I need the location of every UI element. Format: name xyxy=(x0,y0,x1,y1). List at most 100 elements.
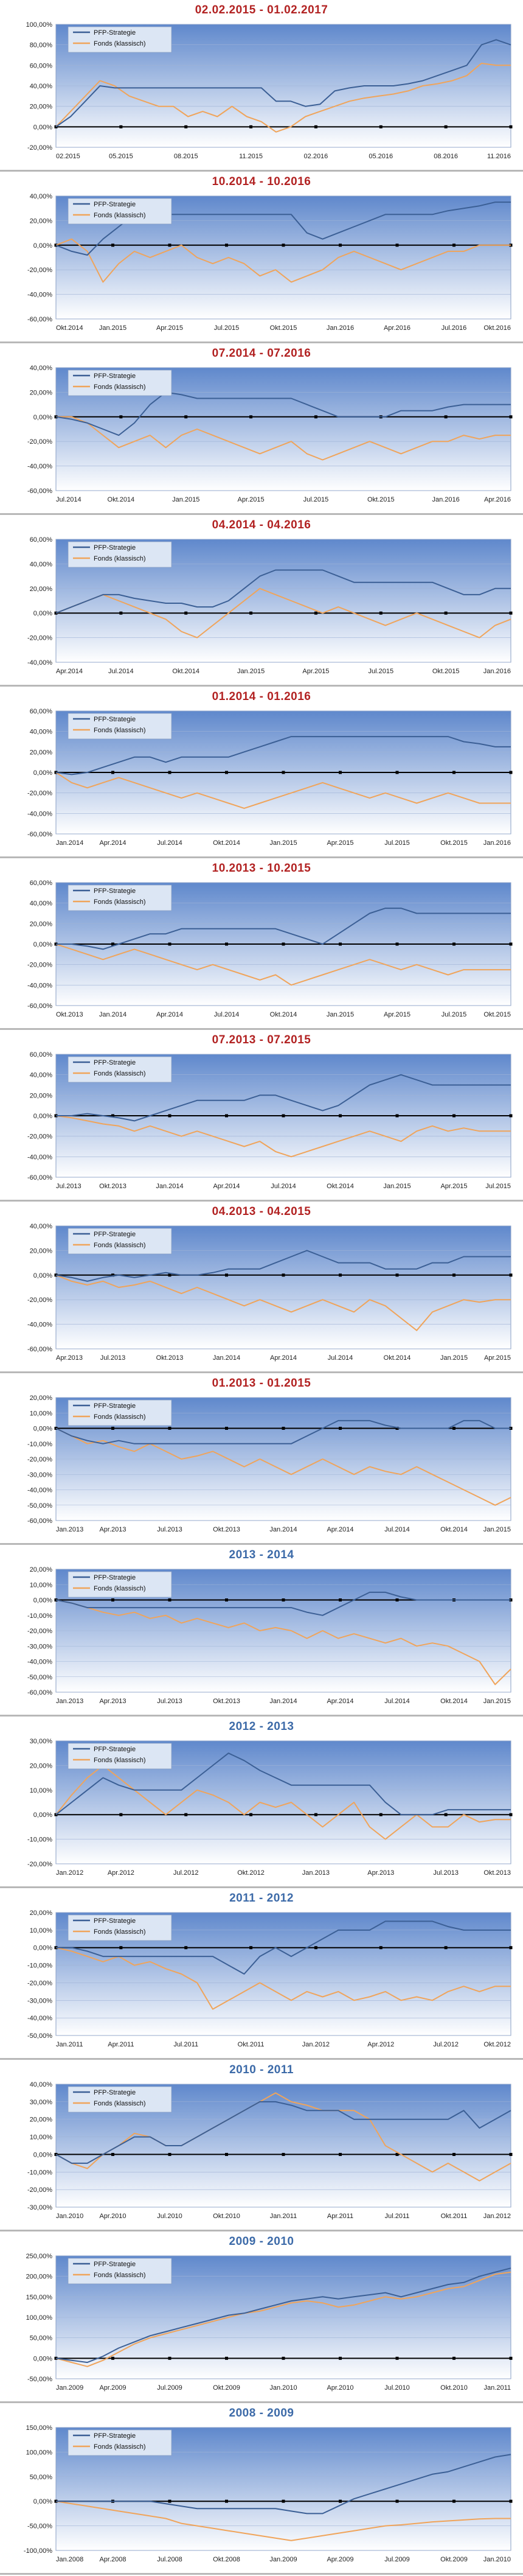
x-tick-label: 08.2015 xyxy=(174,153,198,160)
y-tick-label: -60,00% xyxy=(27,316,52,323)
zero-line-marker xyxy=(339,1427,342,1430)
x-tick-label: Jan.2016 xyxy=(483,668,511,675)
y-tick-label: 0,00% xyxy=(33,941,52,948)
chart-title: 2013 - 2014 xyxy=(229,1549,294,1561)
y-tick-label: 100,00% xyxy=(26,2449,53,2456)
legend-box xyxy=(68,26,172,53)
x-tick-label: Jan.2015 xyxy=(237,668,265,675)
series-line-pfp-strategie xyxy=(55,391,511,436)
legend-label-fund: Fonds (klassisch) xyxy=(94,555,146,562)
y-tick-label: 20,00% xyxy=(30,1092,53,1099)
y-tick-label: -60,00% xyxy=(27,488,52,495)
legend-label-fund: Fonds (klassisch) xyxy=(94,212,146,219)
y-tick-label: 0,00% xyxy=(33,2151,52,2158)
zero-line-marker xyxy=(444,415,448,419)
zero-line-marker xyxy=(452,243,455,247)
zero-line-marker xyxy=(339,1114,342,1118)
y-tick-label: -60,00% xyxy=(27,1003,52,1010)
x-tick-label: Jan.2009 xyxy=(56,2384,83,2392)
y-tick-label: 0,00% xyxy=(33,242,52,250)
zero-line-marker xyxy=(379,1813,383,1816)
y-tick-label: 20,00% xyxy=(30,1395,53,1402)
y-tick-label: 40,00% xyxy=(30,83,53,90)
x-tick-label: Jan.2016 xyxy=(327,324,354,332)
x-tick-label: Okt.2014 xyxy=(384,1354,411,1362)
x-tick-label: Jan.2015 xyxy=(269,839,297,847)
legend: PFP-Strategie Fonds (klassisch) xyxy=(68,2429,172,2456)
zero-line-marker xyxy=(168,942,171,946)
y-tick-label: 20,00% xyxy=(30,1909,53,1917)
zero-line-marker xyxy=(509,2152,513,2156)
y-tick-label: -50,00% xyxy=(27,1674,52,1681)
x-tick-label: 02.2015 xyxy=(56,153,80,160)
zero-line-marker xyxy=(339,2499,342,2503)
series-line-pfp-strategie xyxy=(55,1591,511,1616)
zero-line-marker xyxy=(111,1427,114,1430)
legend-box xyxy=(68,2086,172,2113)
x-tick-label: Jan.2015 xyxy=(99,324,126,332)
x-tick-label: Okt.2008 xyxy=(213,2556,240,2563)
line-chart: 60,00% 40,00% 20,00% 0,00% -20,00% -40,00% -60… xyxy=(27,1051,513,1190)
y-tick-label: -20,00% xyxy=(27,1861,52,1868)
zero-line-marker xyxy=(225,1273,228,1277)
zero-line-marker xyxy=(282,771,285,774)
y-tick-label: -10,00% xyxy=(27,2169,52,2176)
zero-line-marker xyxy=(379,125,383,128)
x-tick-label: Apr.2014 xyxy=(213,1183,240,1190)
zero-line-marker xyxy=(509,942,513,946)
chart-title: 02.02.2015 - 01.02.2017 xyxy=(195,4,328,16)
legend: PFP-Strategie Fonds (klassisch) xyxy=(68,26,172,53)
y-tick-label: 20,00% xyxy=(30,749,53,756)
zero-line-marker xyxy=(282,2499,285,2503)
legend-label-fund: Fonds (klassisch) xyxy=(94,40,146,47)
y-tick-label: 40,00% xyxy=(30,2081,53,2088)
x-tick-label: 05.2015 xyxy=(109,153,133,160)
zero-line-marker xyxy=(509,1114,513,1118)
series-line-fonds-klassisch xyxy=(55,238,511,283)
zero-line-marker xyxy=(225,2356,228,2360)
series-line-fonds-klassisch xyxy=(55,2271,511,2367)
y-tick-label: 250,00% xyxy=(26,2253,53,2260)
zero-line-marker xyxy=(452,1273,455,1277)
x-tick-label: Jan.2014 xyxy=(99,1011,126,1018)
y-tick-label: 0,00% xyxy=(33,1811,52,1819)
series-line-fonds-klassisch xyxy=(55,1427,511,1506)
x-tick-label: Jan.2008 xyxy=(56,2556,83,2563)
zero-line-marker xyxy=(184,1946,188,1950)
y-tick-label: -100,00% xyxy=(24,2547,52,2555)
legend-label-strategy: PFP-Strategie xyxy=(94,1231,136,1238)
y-tick-label: 40,00% xyxy=(30,1072,53,1079)
x-tick-label: Apr.2015 xyxy=(327,839,353,847)
y-tick-label: -20,00% xyxy=(27,1297,52,1304)
y-tick-label: 20,00% xyxy=(30,920,53,928)
y-tick-label: 80,00% xyxy=(30,42,53,49)
zero-line-marker xyxy=(339,243,342,247)
y-tick-label: 0,00% xyxy=(33,1426,52,1433)
zero-line-marker xyxy=(339,771,342,774)
line-chart: 150,00% 100,00% 50,00% 0,00% -50,00% -100,00%… xyxy=(24,2424,513,2563)
y-tick-label: 40,00% xyxy=(30,561,53,568)
zero-line-marker xyxy=(54,611,58,615)
x-tick-label: Okt.2013 xyxy=(156,1354,184,1362)
legend-label-fund: Fonds (klassisch) xyxy=(94,1242,146,1249)
y-tick-label: -40,00% xyxy=(27,659,52,667)
legend-label-strategy: PFP-Strategie xyxy=(94,1917,136,1925)
x-tick-label: Apr.2016 xyxy=(484,496,511,503)
chart-panel: 2008 - 2009 150,00% 100,00% 50,00% 0,00% -50,… xyxy=(0,2403,523,2575)
line-chart: 30,00% 20,00% 10,00% 0,00% -10,00% -20,00% Jan… xyxy=(27,1738,513,1877)
y-tick-label: 40,00% xyxy=(30,365,53,372)
zero-line-marker xyxy=(395,2499,399,2503)
zero-line-marker xyxy=(225,2152,228,2156)
y-tick-label: -30,00% xyxy=(27,2204,52,2211)
x-tick-label: Jan.2015 xyxy=(383,1183,410,1190)
zero-line-marker xyxy=(282,243,285,247)
zero-line-marker xyxy=(168,243,171,247)
x-tick-label: Jan.2011 xyxy=(484,2384,511,2392)
x-tick-label: Jan.2015 xyxy=(483,1526,511,1533)
series-line-fonds-klassisch xyxy=(55,1765,511,1840)
x-tick-label: Jan.2015 xyxy=(327,1011,354,1018)
zero-line-marker xyxy=(225,1427,228,1430)
series-line-fonds-klassisch xyxy=(55,772,511,809)
zero-line-marker xyxy=(249,125,253,128)
zero-line-marker xyxy=(111,2356,114,2360)
